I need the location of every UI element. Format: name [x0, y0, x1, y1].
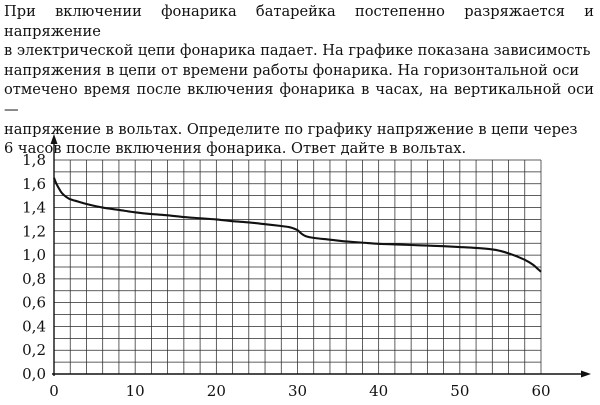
chart-axes	[50, 134, 591, 378]
y-tick-label: 0,8	[22, 270, 46, 288]
problem-line: При включении фонарика батарейка постепе…	[4, 3, 594, 40]
y-axis-arrow	[50, 134, 58, 144]
problem-line: отмечено время после включения фонарика …	[4, 81, 594, 118]
voltage-curve	[53, 177, 542, 273]
y-tick-label: 1,2	[22, 222, 46, 240]
x-tick-label: 0	[49, 382, 59, 400]
y-tick-label: 1,4	[22, 199, 46, 217]
chart-tick-labels: 0 10 20 30 40 50 60 0,0 0,2 0,4 0,6 0,8 1,0 1,2 1,4 1,6…	[22, 151, 550, 400]
problem-paragraph: При включении фонарика батарейка постепе…	[4, 2, 594, 159]
problem-line: в электрической цепи фонарика падает. На…	[4, 42, 591, 60]
x-tick-label: 10	[126, 382, 145, 400]
problem-line: напряжения в цепи от времени работы фона…	[4, 61, 580, 79]
x-tick-label: 60	[531, 382, 550, 400]
problem-line: напряжение в вольтах. Определите по граф…	[4, 120, 578, 138]
problem-line: 6 часов после включения фонарика. Ответ …	[4, 140, 467, 158]
chart-grid	[54, 159, 542, 374]
y-tick-label: 0,2	[22, 341, 46, 359]
y-tick-label: 1,0	[22, 246, 46, 264]
x-tick-label: 50	[450, 382, 469, 400]
y-tick-label: 0,0	[22, 365, 46, 383]
y-tick-label: 0,6	[22, 294, 46, 312]
y-tick-label: 0,4	[22, 317, 46, 335]
y-tick-label: 1,8	[22, 151, 46, 169]
y-tick-label: 1,6	[22, 175, 46, 193]
problem-text: При включении фонарика батарейка постепе…	[4, 2, 594, 159]
x-tick-label: 40	[369, 382, 388, 400]
x-tick-label: 30	[288, 382, 307, 400]
x-tick-label: 20	[207, 382, 226, 400]
chart-series	[53, 177, 542, 273]
x-axis-arrow	[581, 370, 591, 378]
